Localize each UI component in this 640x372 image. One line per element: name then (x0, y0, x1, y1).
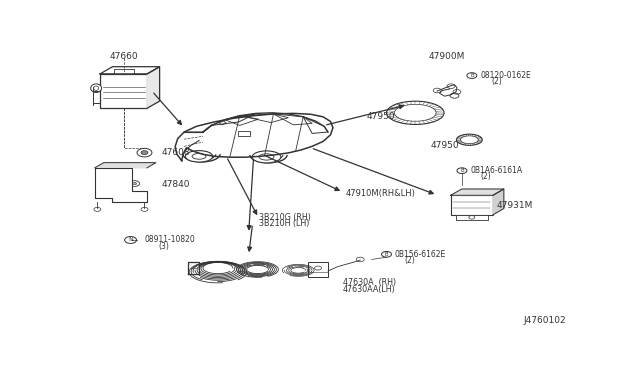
Bar (308, 262, 328, 277)
Ellipse shape (252, 151, 281, 163)
Text: 08911-10820: 08911-10820 (145, 235, 195, 244)
Text: 47900M: 47900M (429, 52, 465, 61)
Circle shape (356, 257, 364, 262)
Bar (451, 195, 493, 215)
Circle shape (129, 181, 140, 186)
Circle shape (447, 84, 455, 89)
Bar (100, 74, 147, 108)
Circle shape (315, 266, 321, 270)
Circle shape (457, 168, 467, 173)
Circle shape (141, 207, 148, 211)
Circle shape (105, 173, 115, 179)
Circle shape (453, 90, 461, 94)
Polygon shape (95, 168, 147, 202)
Text: (2): (2) (481, 173, 492, 182)
Text: (3): (3) (158, 242, 169, 251)
Ellipse shape (259, 154, 274, 160)
Bar (237, 131, 250, 136)
Text: (2): (2) (404, 256, 415, 265)
Text: 47630AA(LH): 47630AA(LH) (343, 285, 396, 294)
Text: 47608: 47608 (162, 148, 191, 157)
Text: 47910M(RH&LH): 47910M(RH&LH) (346, 189, 415, 198)
Ellipse shape (186, 151, 212, 162)
Circle shape (433, 88, 441, 93)
Bar (456, 215, 488, 220)
Ellipse shape (91, 84, 102, 93)
Polygon shape (451, 189, 504, 195)
Polygon shape (147, 67, 159, 108)
Bar (114, 69, 134, 74)
Text: 0B1A6-6161A: 0B1A6-6161A (471, 166, 523, 175)
Ellipse shape (93, 86, 99, 90)
Circle shape (132, 182, 136, 185)
Circle shape (381, 251, 392, 257)
Circle shape (125, 237, 136, 243)
Text: (2): (2) (492, 77, 502, 86)
Polygon shape (95, 163, 156, 168)
Text: 47950: 47950 (431, 141, 460, 150)
Text: 08120-0162E: 08120-0162E (481, 71, 531, 80)
Circle shape (108, 191, 112, 193)
Text: 0B156-6162E: 0B156-6162E (394, 250, 445, 259)
Text: 47931M: 47931M (497, 201, 533, 209)
Text: 47950: 47950 (366, 112, 395, 121)
Polygon shape (493, 189, 504, 215)
Circle shape (137, 148, 152, 157)
Circle shape (94, 207, 101, 211)
Ellipse shape (192, 154, 206, 159)
Text: 3B210G (RH): 3B210G (RH) (259, 212, 310, 222)
Circle shape (108, 175, 112, 177)
Circle shape (105, 189, 115, 195)
Text: 47660: 47660 (109, 52, 138, 61)
Text: B: B (385, 252, 388, 257)
Circle shape (469, 216, 475, 219)
Text: N: N (128, 237, 133, 243)
Text: B: B (460, 168, 464, 173)
Text: B: B (470, 73, 474, 78)
Text: 3B210H (LH): 3B210H (LH) (259, 219, 309, 228)
Text: 47630A  (RH): 47630A (RH) (343, 279, 396, 288)
Circle shape (467, 73, 477, 78)
Text: J4760102: J4760102 (524, 316, 566, 325)
Circle shape (141, 151, 148, 155)
Text: 47840: 47840 (162, 180, 190, 189)
